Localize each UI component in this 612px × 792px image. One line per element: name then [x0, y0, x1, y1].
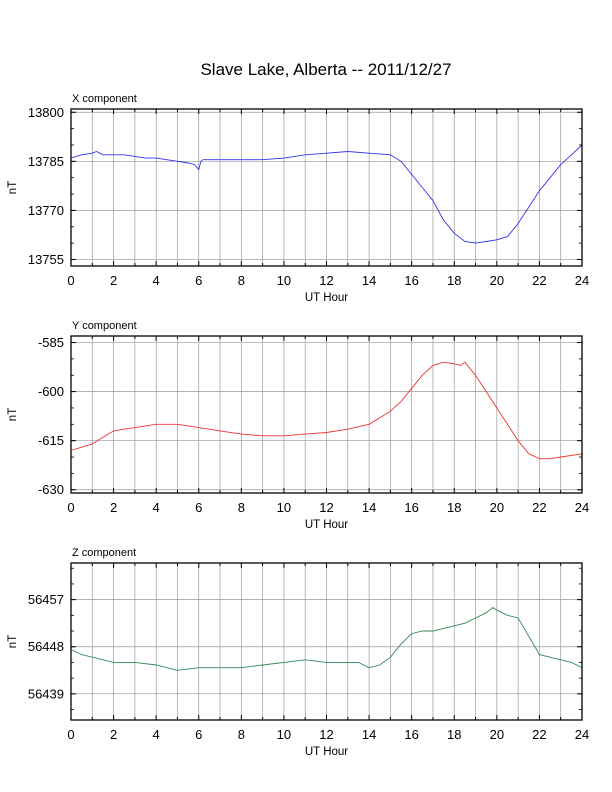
y-tick-label: -600: [38, 384, 64, 399]
x-axis-label: UT Hour: [305, 292, 348, 304]
x-tick-label: 20: [490, 500, 504, 515]
x-tick-label: 20: [490, 727, 504, 742]
x-tick-labels: 0 2 4 6 8 10 12 14 16 18 20 22 24: [67, 273, 589, 288]
x-tick-label: 14: [362, 500, 376, 515]
y-tick-label: 13755: [28, 252, 64, 267]
x-tick-label: 2: [110, 500, 117, 515]
series-line: [70, 361, 583, 460]
x-tick-label: 0: [67, 273, 74, 288]
x-tick-label: 16: [404, 500, 418, 515]
y-axis-label: nT: [7, 635, 19, 648]
x-tick-labels: 0 2 4 6 8 10 12 14 16 18 20 22 24: [67, 500, 589, 515]
x-tick-label: 14: [362, 727, 376, 742]
y-tick-labels: 13755 13770 13785 13800: [28, 105, 64, 267]
x-axis-label: UT Hour: [305, 746, 348, 758]
x-tick-label: 10: [277, 500, 291, 515]
series-line: [70, 144, 583, 244]
x-tick-label: 12: [319, 500, 333, 515]
x-tick-label: 18: [447, 273, 461, 288]
x-tick-label: 10: [277, 727, 291, 742]
x-tick-label: 18: [447, 500, 461, 515]
x-tick-label: 4: [153, 500, 160, 515]
x-tick-label: 12: [319, 727, 333, 742]
plot-frame: [70, 562, 583, 721]
x-tick-label: 12: [319, 273, 333, 288]
y-tick-label: 56439: [28, 686, 64, 701]
x-tick-label: 0: [67, 727, 74, 742]
x-axis-label: UT Hour: [305, 519, 348, 531]
y-tick-labels: 56439 56448 56457: [28, 592, 64, 701]
x-tick-label: 10: [277, 273, 291, 288]
panel-title: Y component: [72, 320, 137, 332]
y-tick-label: 13770: [28, 203, 64, 218]
x-tick-label: 6: [195, 273, 202, 288]
x-tick-label: 16: [404, 727, 418, 742]
x-tick-label: 16: [404, 273, 418, 288]
x-tick-label: 14: [362, 273, 376, 288]
panel-title: Z component: [72, 547, 136, 559]
x-tick-label: 8: [238, 727, 245, 742]
plot-frame: [70, 335, 583, 494]
figure-title: Slave Lake, Alberta -- 2011/12/27: [200, 60, 451, 79]
grid: [71, 109, 582, 266]
plot-frame: [70, 108, 583, 267]
x-tick-label: 4: [153, 727, 160, 742]
series-line: [70, 606, 583, 671]
x-tick-label: 22: [532, 500, 546, 515]
x-tick-labels: 0 2 4 6 8 10 12 14 16 18 20 22 24: [67, 727, 589, 742]
panel-y-component: Y component -630-615-600-585 0 2 4 6 8 10 12 14…: [7, 320, 589, 531]
x-tick-label: 8: [238, 500, 245, 515]
x-tick-label: 2: [110, 273, 117, 288]
x-tick-label: 20: [490, 273, 504, 288]
x-tick-label: 0: [67, 500, 74, 515]
x-tick-label: 24: [575, 273, 589, 288]
x-tick-label: 4: [153, 273, 160, 288]
grid: [71, 336, 582, 493]
x-tick-label: 8: [238, 273, 245, 288]
y-axis-label: nT: [7, 408, 19, 421]
x-tick-label: 6: [195, 727, 202, 742]
y-axis-label: nT: [7, 181, 19, 194]
x-tick-label: 24: [575, 500, 589, 515]
y-tick-label: 13800: [28, 105, 64, 120]
grid: [71, 563, 582, 720]
y-tick-label: -615: [38, 433, 64, 448]
y-tick-label: -585: [38, 335, 64, 350]
x-tick-label: 18: [447, 727, 461, 742]
x-tick-label: 6: [195, 500, 202, 515]
x-tick-label: 2: [110, 727, 117, 742]
y-tick-label: -630: [38, 482, 64, 497]
x-tick-label: 22: [532, 273, 546, 288]
x-tick-label: 22: [532, 727, 546, 742]
y-tick-labels: -630 -615 -600 -585: [38, 335, 64, 497]
y-tick-label: 56448: [28, 639, 64, 654]
panel-title: X component: [72, 93, 137, 105]
y-tick-label: 13785: [28, 154, 64, 169]
y-tick-label: 56457: [28, 592, 64, 607]
x-tick-label: 24: [575, 727, 589, 742]
